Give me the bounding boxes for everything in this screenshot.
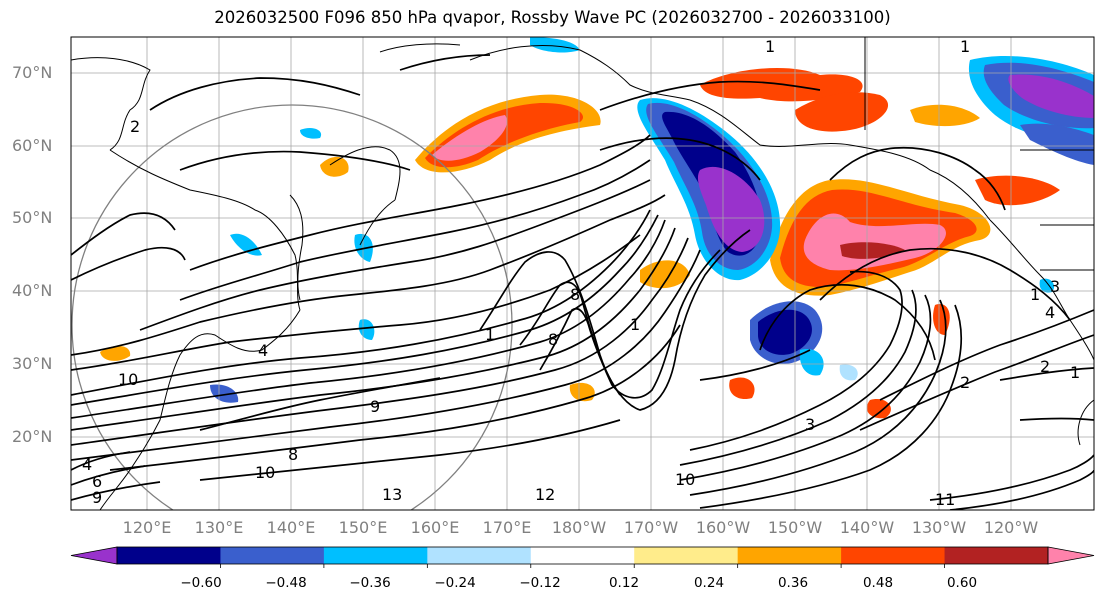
contour-label: 4 — [258, 341, 268, 360]
contour-label: 1 — [630, 315, 640, 334]
contour-label: 10 — [118, 370, 138, 389]
lat-label-30n: 30°N — [12, 354, 53, 373]
contour-label: 2 — [1040, 357, 1050, 376]
lat-label-60n: 60°N — [12, 136, 53, 155]
contour-label: 3 — [1050, 277, 1060, 296]
map-title: 2026032500 F096 850 hPa qvapor, Rossby W… — [214, 8, 891, 27]
map-panel: 1 1 2 1 4 10 6 9 4 10 8 13 12 1 9 8 3 1 … — [71, 37, 1094, 510]
contour-lines — [71, 54, 1094, 510]
lon-label-170w: 170°W — [623, 518, 679, 537]
colorbar-box — [737, 547, 842, 564]
contour-label: 4 — [1045, 303, 1055, 322]
colorbar-box — [841, 547, 946, 564]
lat-label-20n: 20°N — [12, 427, 53, 446]
contour-label: 13 — [382, 485, 402, 504]
contour-labels: 1 1 2 1 4 10 6 9 4 10 8 13 12 1 9 8 3 1 … — [82, 37, 1080, 509]
colorbar-tick-label: −0.24 — [434, 575, 476, 591]
contour-label: 8 — [570, 285, 580, 304]
contour-label: 10 — [255, 463, 275, 482]
colorbar-frame — [116, 546, 1049, 565]
colorbar-box — [220, 547, 325, 564]
colorbar — [70, 546, 1095, 568]
lon-label-180w: 180°W — [551, 518, 607, 537]
colorbar-box — [117, 547, 221, 564]
lon-label-130e: 130°E — [194, 518, 244, 537]
contour-label: 8 — [548, 330, 558, 349]
colorbar-tick-label: 0.36 — [777, 575, 809, 591]
contour-label: 2 — [960, 373, 970, 392]
lon-label-160e: 160°E — [410, 518, 460, 537]
contour-label: 6 — [92, 472, 102, 491]
lon-label-120e: 120°E — [122, 518, 172, 537]
lon-label-120w: 120°W — [983, 518, 1039, 537]
contour-label: 10 — [675, 470, 695, 489]
lon-label-140w: 140°W — [839, 518, 895, 537]
colorbar-tick-label: 0.60 — [946, 575, 978, 591]
colorbar-tick-label: 0.12 — [608, 575, 640, 591]
lon-label-170e: 170°E — [482, 518, 532, 537]
map-frame — [70, 36, 1095, 511]
colorbar-tick-label: −0.12 — [519, 575, 561, 591]
contour-label: 9 — [92, 488, 102, 507]
contour-label: 1 — [960, 37, 970, 56]
colorbar-box — [530, 547, 635, 564]
colorbar-box — [634, 547, 739, 564]
graticule — [71, 37, 1094, 510]
colorbar-box — [944, 547, 1049, 564]
lat-label-70n: 70°N — [12, 63, 53, 82]
contour-label: 1 — [1030, 285, 1040, 304]
contour-label: 8 — [288, 445, 298, 464]
contour-label: 12 — [535, 485, 555, 504]
contour-label: 3 — [805, 415, 815, 434]
contour-label: 9 — [370, 397, 380, 416]
negative-anomaly-patches — [210, 37, 1094, 403]
colorbar-box — [323, 547, 428, 564]
lon-label-150w: 150°W — [767, 518, 823, 537]
colorbar-box — [427, 547, 532, 564]
colorbar-tick-label: −0.60 — [180, 575, 222, 591]
colorbar-tick-label: 0.24 — [693, 575, 725, 591]
contour-label: 1 — [485, 325, 495, 344]
contour-label: 2 — [130, 117, 140, 136]
contour-label: 1 — [765, 37, 775, 56]
range-circle — [71, 104, 513, 510]
lat-label-40n: 40°N — [12, 281, 53, 300]
colorbar-tick-label: −0.48 — [265, 575, 307, 591]
colorbar-tick-label: −0.36 — [349, 575, 391, 591]
contour-label: 11 — [935, 490, 955, 509]
lon-label-150e: 150°E — [338, 518, 388, 537]
contour-label: 1 — [1070, 363, 1080, 382]
colorbar-tick-label: 0.48 — [862, 575, 894, 591]
lon-label-140e: 140°E — [266, 518, 316, 537]
colorbar-extend-max — [1047, 546, 1095, 565]
lon-label-160w: 160°W — [695, 518, 751, 537]
contour-label: 4 — [82, 455, 92, 474]
colorbar-extend-min — [70, 546, 118, 565]
lon-label-130w: 130°W — [911, 518, 967, 537]
lat-label-50n: 50°N — [12, 208, 53, 227]
